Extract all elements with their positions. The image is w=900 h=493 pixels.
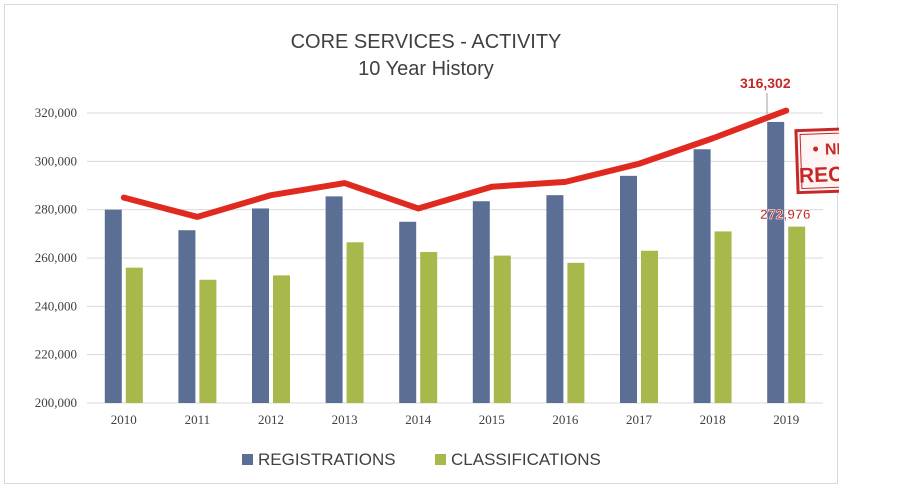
classifications-2019-callout: 272,976: [760, 206, 811, 222]
bar-classifications: [420, 251, 438, 403]
bar-classifications: [346, 242, 364, 403]
x-tick-label: 2016: [552, 412, 579, 427]
x-tick-label: 2017: [626, 412, 653, 427]
bar-registrations: [767, 121, 785, 404]
stamp-line-2: RECORD: [799, 161, 839, 187]
bar-registrations: [693, 149, 711, 403]
bar-registrations: [325, 196, 343, 403]
stamp-border: [794, 125, 839, 195]
bars: [104, 121, 806, 404]
bar-classifications: [641, 250, 658, 403]
y-axis-ticks: 200,000 220,000 240,000 260,000 280,000 300,0…: [35, 105, 77, 410]
registrations-2019-callout: 316,302: [740, 75, 791, 91]
x-tick-label: 2011: [185, 412, 211, 427]
chart-frame: CORE SERVICES - ACTIVITY 10 Year History…: [4, 4, 839, 484]
stamp-dot-left: [813, 146, 819, 152]
legend-swatch-classifications: [435, 454, 446, 465]
stamp-inner-border: [799, 130, 839, 190]
bar-registrations: [399, 221, 417, 403]
legend-swatch-registrations: [242, 454, 253, 465]
trend-line: [120, 107, 790, 220]
bar-classifications: [493, 255, 511, 403]
trend-line-path: [120, 107, 790, 220]
y-tick-label: 320,000: [35, 105, 77, 120]
x-axis-ticks: 2010 2011 2012 2013 2014 2015 2016 2017 2018 2019: [111, 412, 799, 427]
bar-registrations: [472, 201, 490, 403]
chart-canvas: CORE SERVICES - ACTIVITY 10 Year History…: [35, 31, 839, 469]
bar-classifications: [567, 262, 585, 403]
stamp-line-1: NEW: [825, 140, 839, 158]
y-tick-label: 200,000: [35, 395, 77, 410]
y-tick-label: 240,000: [35, 298, 77, 313]
bar-classifications: [273, 275, 290, 403]
chart-subtitle: 10 Year History: [358, 58, 494, 80]
x-tick-label: 2014: [405, 412, 432, 427]
bar-classifications: [125, 267, 143, 403]
x-tick-label: 2010: [111, 412, 137, 427]
y-tick-label: 220,000: [35, 347, 77, 362]
y-tick-label: 260,000: [35, 250, 77, 265]
bar-registrations: [178, 230, 196, 403]
bar-registrations: [546, 195, 564, 403]
legend-label-classifications: CLASSIFICATIONS: [451, 450, 601, 469]
new-record-stamp: NEW RECORD: [794, 125, 839, 195]
bar-classifications: [714, 231, 732, 403]
bar-classifications: [199, 279, 217, 403]
legend-label-registrations: REGISTRATIONS: [258, 450, 396, 469]
x-tick-label: 2015: [479, 412, 505, 427]
bar-classifications: [788, 226, 806, 403]
y-tick-label: 280,000: [35, 202, 77, 217]
gridlines: [87, 112, 823, 404]
y-tick-label: 300,000: [35, 153, 77, 168]
x-tick-label: 2013: [332, 412, 358, 427]
bar-registrations: [252, 208, 269, 403]
x-tick-label: 2018: [700, 412, 726, 427]
chart-title: CORE SERVICES - ACTIVITY: [291, 31, 562, 53]
bar-registrations: [620, 175, 637, 403]
x-tick-label: 2012: [258, 412, 284, 427]
x-tick-label: 2019: [773, 412, 799, 427]
bar-registrations: [104, 209, 122, 403]
legend: REGISTRATIONS CLASSIFICATIONS: [242, 450, 601, 469]
